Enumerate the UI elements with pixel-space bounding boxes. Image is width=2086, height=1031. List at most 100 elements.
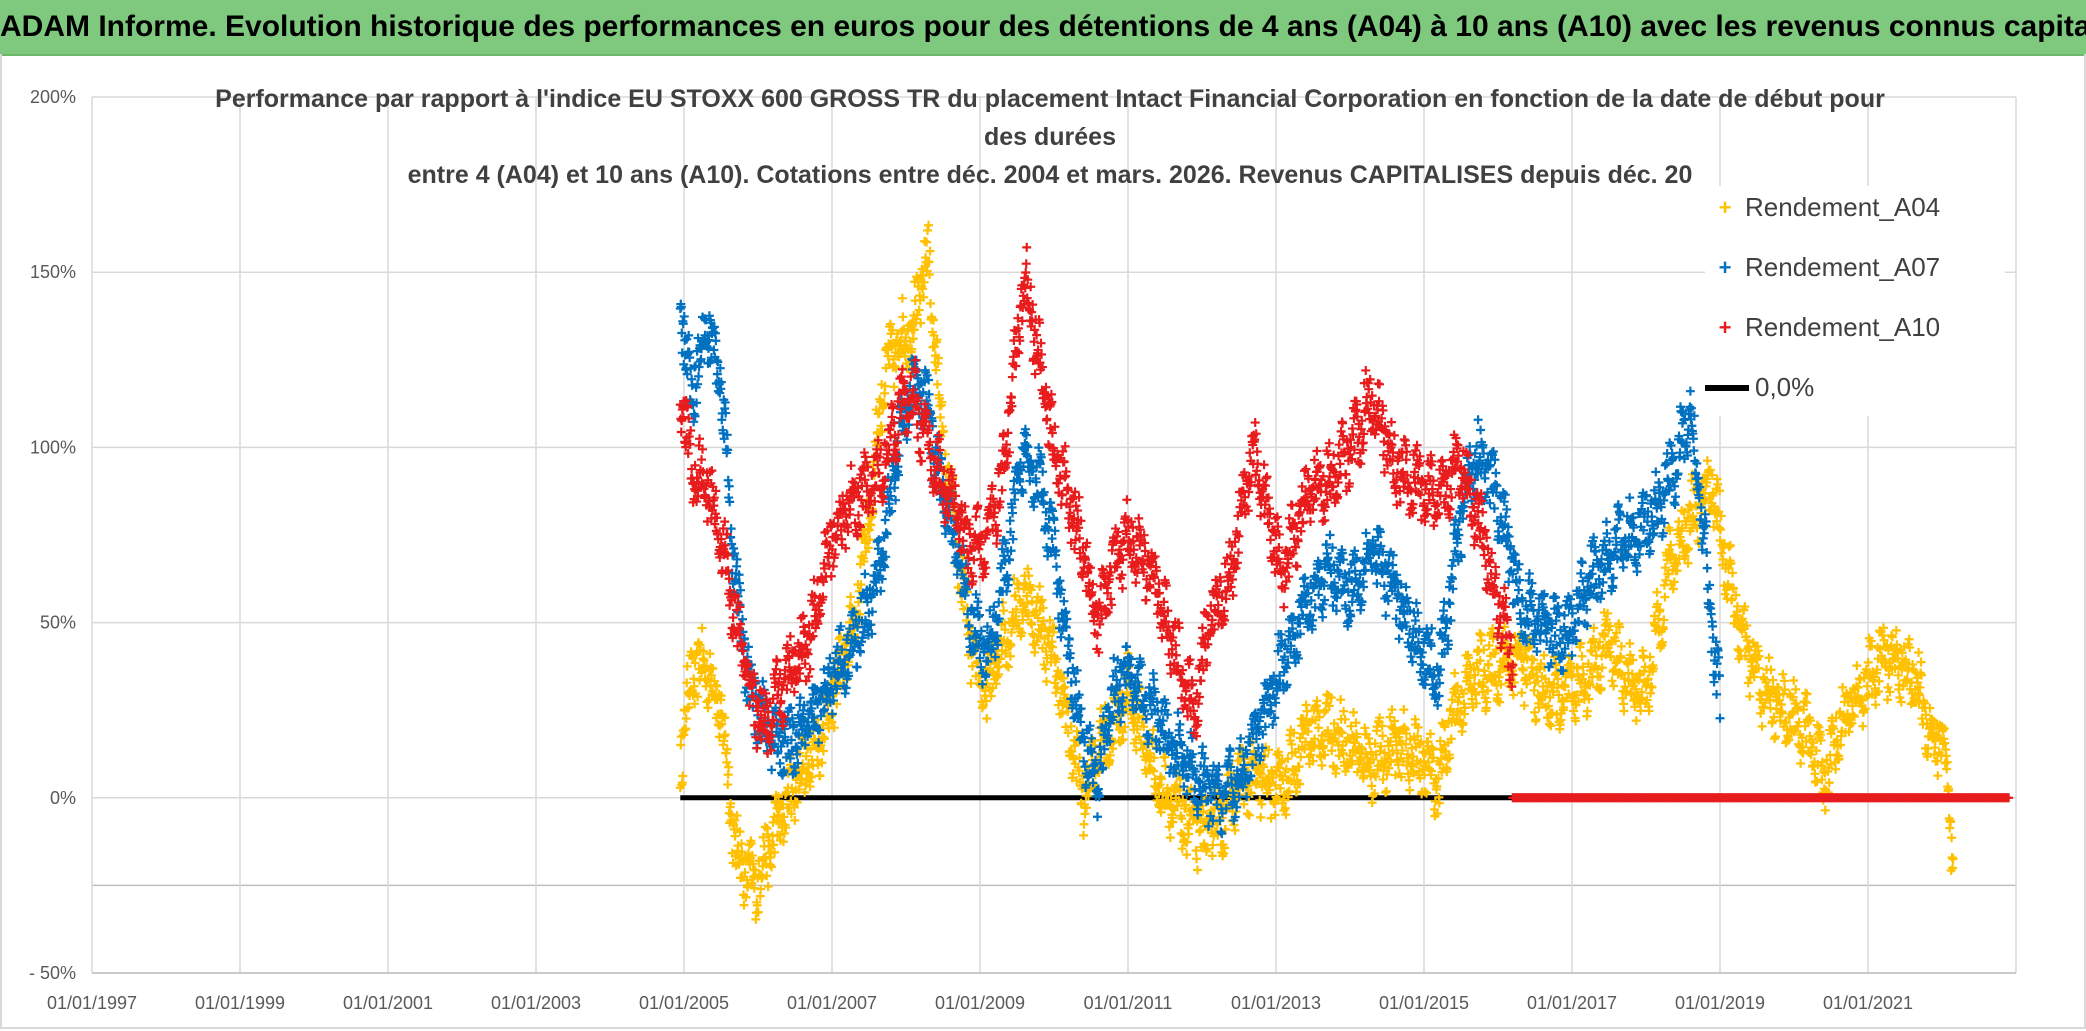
point-rendement-a04 bbox=[757, 872, 767, 882]
point-rendement-a04 bbox=[807, 772, 817, 782]
point-rendement-a04 bbox=[801, 751, 811, 761]
point-rendement-a04 bbox=[690, 658, 700, 668]
point-rendement-a04 bbox=[681, 724, 691, 734]
point-rendement-a04 bbox=[1577, 651, 1587, 661]
point-rendement-a04 bbox=[932, 335, 942, 345]
point-rendement-a07 bbox=[1381, 611, 1391, 621]
point-rendement-a04 bbox=[739, 900, 749, 910]
point-rendement-a04 bbox=[1767, 716, 1777, 726]
point-rendement-a04 bbox=[726, 798, 736, 808]
point-rendement-a04 bbox=[1074, 766, 1084, 776]
point-rendement-a10 bbox=[725, 600, 735, 610]
point-rendement-a04 bbox=[730, 831, 740, 841]
point-rendement-a04 bbox=[1450, 668, 1460, 678]
point-rendement-a04 bbox=[1244, 810, 1254, 820]
point-rendement-a04 bbox=[774, 792, 784, 802]
point-rendement-a04 bbox=[1131, 745, 1141, 755]
point-rendement-a04 bbox=[846, 592, 856, 602]
point-rendement-a04 bbox=[740, 867, 750, 877]
point-rendement-a04 bbox=[1033, 613, 1043, 623]
point-rendement-a07 bbox=[1318, 612, 1328, 622]
point-rendement-a07 bbox=[974, 610, 984, 620]
point-rendement-a07 bbox=[1410, 616, 1420, 626]
point-rendement-a04 bbox=[1791, 684, 1801, 694]
point-rendement-a04 bbox=[1057, 708, 1067, 718]
point-rendement-a10 bbox=[695, 434, 705, 444]
y-tick-label: 150% bbox=[30, 262, 76, 282]
point-rendement-a04 bbox=[1283, 754, 1293, 764]
point-rendement-a04 bbox=[806, 744, 816, 754]
point-rendement-a04 bbox=[1778, 669, 1788, 679]
point-rendement-a04 bbox=[1256, 812, 1266, 822]
point-rendement-a04 bbox=[880, 381, 890, 391]
point-rendement-a07 bbox=[1175, 719, 1185, 729]
point-rendement-a04 bbox=[1182, 837, 1192, 847]
point-rendement-a04 bbox=[1479, 645, 1489, 655]
point-rendement-a04 bbox=[1518, 665, 1528, 675]
point-rendement-a04 bbox=[919, 277, 929, 287]
y-tick-label: 0% bbox=[50, 788, 76, 808]
point-rendement-a04 bbox=[1339, 706, 1349, 716]
point-rendement-a04 bbox=[722, 744, 732, 754]
point-rendement-a04 bbox=[1270, 799, 1279, 809]
point-rendement-a04 bbox=[720, 730, 730, 740]
point-rendement-a04 bbox=[909, 325, 919, 335]
point-rendement-a04 bbox=[865, 535, 875, 545]
point-rendement-a04 bbox=[1789, 676, 1799, 686]
point-rendement-a04 bbox=[1942, 757, 1952, 767]
point-rendement-a04 bbox=[1296, 752, 1306, 762]
point-rendement-a04 bbox=[866, 520, 876, 530]
point-rendement-a04 bbox=[697, 623, 707, 633]
point-rendement-a04 bbox=[1165, 833, 1175, 843]
point-rendement-a04 bbox=[886, 319, 896, 329]
point-rendement-a04 bbox=[1063, 728, 1073, 738]
point-rendement-a07 bbox=[1591, 547, 1601, 557]
point-rendement-a04 bbox=[1289, 728, 1299, 738]
point-rendement-a04 bbox=[986, 691, 996, 701]
point-rendement-a04 bbox=[1242, 809, 1252, 819]
point-rendement-a07 bbox=[1612, 523, 1622, 533]
point-rendement-a04 bbox=[1382, 786, 1392, 796]
point-rendement-a04 bbox=[1327, 746, 1337, 756]
point-rendement-a04 bbox=[1652, 587, 1662, 597]
y-tick-label: - 50% bbox=[29, 963, 76, 983]
point-rendement-a07 bbox=[1071, 676, 1081, 686]
point-rendement-a10 bbox=[697, 455, 707, 465]
point-rendement-a04 bbox=[1281, 810, 1291, 820]
point-rendement-a04 bbox=[1933, 771, 1943, 781]
point-rendement-a04 bbox=[1069, 754, 1079, 764]
point-rendement-a04 bbox=[1018, 615, 1028, 625]
point-rendement-a04 bbox=[1317, 761, 1327, 771]
point-rendement-a07 bbox=[727, 539, 737, 549]
point-rendement-a04 bbox=[924, 257, 934, 267]
point-rendement-a04 bbox=[926, 299, 936, 309]
point-rendement-a04 bbox=[1105, 750, 1115, 760]
point-rendement-a07 bbox=[1092, 812, 1102, 822]
point-rendement-a04 bbox=[1259, 762, 1269, 772]
point-rendement-a04 bbox=[924, 220, 934, 230]
point-rendement-a07 bbox=[1632, 567, 1642, 577]
point-rendement-a04 bbox=[1820, 805, 1830, 815]
point-rendement-a04 bbox=[1531, 714, 1541, 724]
point-rendement-a07 bbox=[1709, 677, 1719, 687]
point-rendement-a04 bbox=[1885, 687, 1895, 697]
point-rendement-a04 bbox=[781, 823, 791, 833]
point-rendement-a07 bbox=[1577, 558, 1587, 568]
point-rendement-a07 bbox=[725, 497, 735, 507]
point-rendement-a07 bbox=[1618, 562, 1628, 572]
point-rendement-a04 bbox=[1298, 729, 1308, 739]
point-rendement-a04 bbox=[695, 675, 705, 685]
point-rendement-a04 bbox=[712, 681, 722, 691]
point-rendement-a04 bbox=[720, 713, 730, 723]
point-rendement-a04 bbox=[1270, 810, 1280, 820]
point-rendement-a04 bbox=[1517, 688, 1527, 698]
point-rendement-a04 bbox=[1178, 795, 1188, 805]
point-rendement-a04 bbox=[795, 778, 805, 788]
point-rendement-a04 bbox=[1139, 722, 1149, 732]
point-rendement-a07 bbox=[1651, 467, 1661, 477]
point-rendement-a04 bbox=[678, 771, 688, 781]
point-rendement-a04 bbox=[1037, 595, 1047, 605]
point-rendement-a04 bbox=[756, 884, 766, 894]
point-rendement-a04 bbox=[746, 838, 756, 848]
point-rendement-a04 bbox=[1852, 661, 1862, 671]
